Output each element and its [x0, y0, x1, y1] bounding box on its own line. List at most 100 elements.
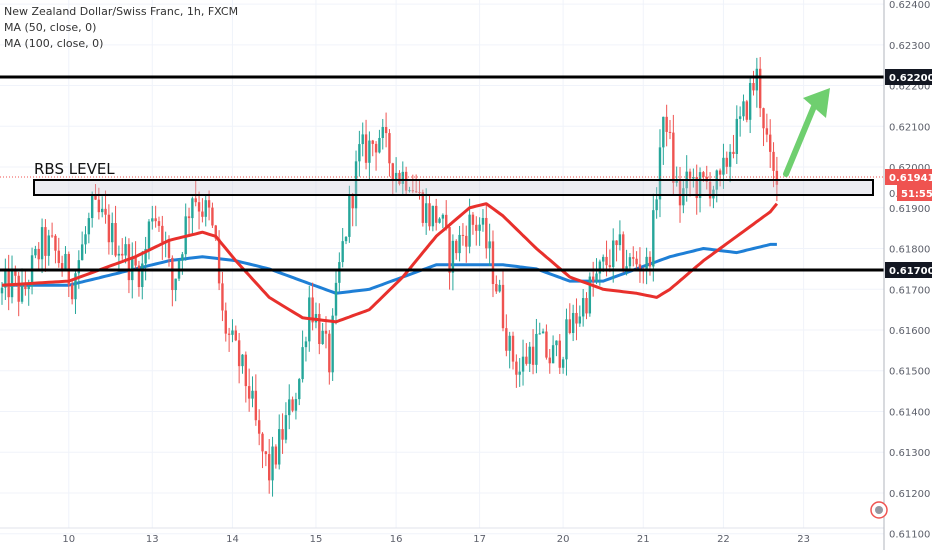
svg-text:0.: 0. [889, 189, 899, 200]
ma50-series [1, 202, 779, 324]
candle [334, 270, 338, 325]
candle [261, 432, 264, 469]
candle [254, 374, 258, 426]
candle [732, 134, 735, 159]
candle [57, 237, 60, 268]
candle [94, 184, 97, 200]
candle [548, 349, 551, 374]
price-tick-label: 0.61300 [889, 448, 930, 459]
price-tick-label: 0.62200 [889, 82, 930, 93]
candle [708, 172, 712, 207]
candle [111, 212, 114, 255]
candle [588, 272, 592, 317]
time-tick-label: 16 [390, 534, 403, 545]
tradingview-logo-icon[interactable] [870, 501, 888, 519]
candle [652, 193, 655, 282]
candle [692, 168, 695, 188]
candle [538, 322, 541, 335]
candle [127, 238, 131, 294]
candle [498, 279, 501, 293]
price-tick-label: 0.62300 [889, 41, 930, 52]
candle [117, 245, 121, 271]
candle [485, 202, 488, 259]
candle [351, 192, 354, 227]
candle [622, 231, 625, 273]
candle [645, 247, 648, 285]
candle [465, 225, 468, 263]
candle [568, 303, 571, 335]
candle [451, 234, 455, 291]
candle [435, 198, 438, 231]
candle [374, 141, 378, 171]
time-axis[interactable]: 10 13 14 15 16 17 20 21 22 23 [0, 527, 884, 545]
candle [211, 202, 214, 228]
candle [97, 187, 101, 220]
candle [331, 308, 334, 381]
candle [632, 246, 635, 267]
candle [682, 180, 685, 214]
candle [525, 343, 528, 366]
candle [752, 70, 755, 96]
candle [728, 144, 732, 183]
candle [298, 377, 301, 406]
candle [264, 450, 268, 467]
candle [364, 119, 368, 170]
candle [585, 292, 588, 320]
candle [281, 413, 284, 454]
candle [154, 205, 157, 228]
rbs-level-label: RBS LEVEL [34, 160, 115, 178]
price-tick-label: 0.61200 [889, 489, 930, 500]
time-tick-label: 15 [310, 534, 323, 545]
candle [508, 331, 511, 369]
candle [247, 368, 251, 412]
time-tick-label: 13 [146, 534, 159, 545]
candle [284, 402, 288, 444]
candle [438, 217, 441, 224]
candle [271, 436, 274, 497]
candle [378, 129, 381, 154]
candle [4, 258, 7, 300]
rbs-zone-box[interactable] [33, 179, 874, 196]
candle [341, 227, 344, 268]
candle [301, 330, 304, 383]
symbol-title[interactable]: New Zealand Dollar/Swiss Franc, 1h, FXCM [4, 5, 239, 18]
candle [398, 170, 401, 186]
price-tick-label: 0.62400 [889, 0, 930, 11]
candle [608, 249, 612, 273]
candle [461, 223, 465, 246]
candle [321, 323, 324, 345]
price-tick-label: 0.62100 [889, 122, 930, 133]
candle [17, 271, 20, 317]
candle [171, 255, 174, 307]
price-axis[interactable]: 0.624000.623000.622000.621000.620000.619… [889, 0, 930, 541]
candle [612, 228, 615, 283]
candle [257, 409, 261, 446]
bullish-projection-arrow[interactable] [783, 88, 830, 177]
candle-countdown-tag: 51:55 [897, 185, 932, 201]
candle [197, 191, 201, 230]
ma100-legend-label[interactable]: MA (100, close, 0) [4, 37, 104, 50]
candle [224, 302, 227, 342]
candle [488, 223, 491, 266]
time-tick-label: 17 [473, 534, 486, 545]
candle [191, 196, 194, 235]
candle [234, 325, 237, 342]
candle [104, 190, 107, 224]
ma50-legend-label[interactable]: MA (50, close, 0) [4, 21, 97, 34]
candle [237, 332, 241, 384]
svg-text:0.62200: 0.62200 [889, 73, 932, 84]
candle [37, 242, 40, 269]
candle [635, 251, 638, 270]
candle [418, 179, 421, 200]
candle [201, 198, 204, 223]
candle [354, 150, 358, 227]
candle [735, 105, 738, 164]
partial-price-tag: 0. [889, 189, 899, 200]
candle [578, 305, 582, 327]
candle [114, 205, 117, 258]
candle [244, 351, 248, 403]
candle [668, 119, 672, 140]
candle [655, 187, 658, 219]
